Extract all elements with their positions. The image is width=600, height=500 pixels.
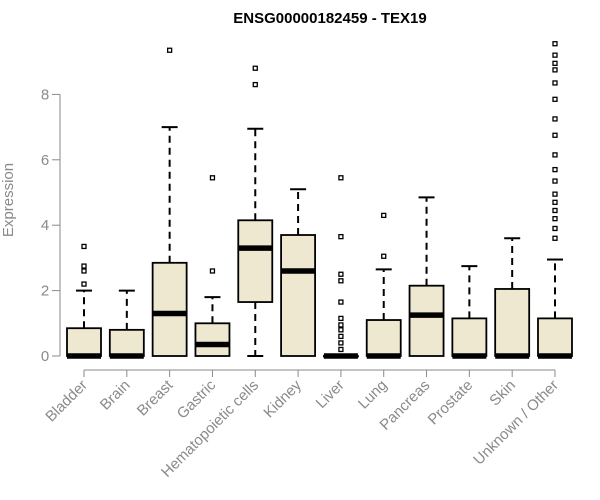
y-axis-label: Expression <box>0 163 17 237</box>
chart-title: ENSG00000182459 - TEX19 <box>233 10 426 27</box>
box-iqr <box>66 327 102 357</box>
box-kidney <box>280 188 316 357</box>
y-tick-label: 0 <box>41 348 49 365</box>
box-iqr <box>537 317 573 357</box>
outlier-point <box>252 65 258 71</box>
box-iqr <box>280 234 316 357</box>
outlier-point <box>552 152 558 158</box>
x-tick-label: Bladder <box>42 377 91 426</box>
outlier-point <box>552 207 558 214</box>
outlier-point <box>166 47 173 53</box>
outlier-point <box>338 299 344 305</box>
box-iqr <box>194 322 231 357</box>
y-axis: 0 2 4 6 8 <box>41 86 61 365</box>
outlier-point <box>338 333 344 340</box>
outlier-point <box>209 268 216 274</box>
outlier-point <box>552 80 558 86</box>
outlier-point <box>338 315 344 322</box>
box-iqr <box>451 317 488 357</box>
x-tick-label: Prostate <box>425 377 477 429</box>
outlier-point <box>81 263 87 269</box>
outlier-point <box>552 52 558 58</box>
outlier-point <box>552 216 558 222</box>
x-tick-label: Kidney <box>260 376 305 421</box>
outlier-point <box>338 271 344 277</box>
outlier-point <box>209 175 216 181</box>
outlier-point <box>552 67 558 73</box>
outlier-point <box>552 178 558 184</box>
outlier-point <box>552 199 558 205</box>
x-tick-label: Skin <box>486 377 519 410</box>
box-iqr <box>365 319 402 357</box>
box-iqr <box>151 261 188 357</box>
box-lung <box>365 212 402 359</box>
box-unknown-other <box>537 41 573 359</box>
outlier-point <box>338 278 344 284</box>
x-axis <box>83 369 556 377</box>
y-tick-label: 2 <box>41 283 49 300</box>
x-tick-label: Breast <box>134 376 177 419</box>
outlier-point <box>338 346 344 353</box>
outlier-point <box>81 243 87 250</box>
box-iqr <box>237 219 274 303</box>
box-brain <box>108 289 145 359</box>
outlier-point <box>552 60 558 66</box>
box-gastric <box>194 175 231 357</box>
outlier-point <box>338 340 344 346</box>
outlier-point <box>338 327 344 333</box>
outlier-point <box>338 322 344 328</box>
box-prostate <box>451 265 488 359</box>
outlier-point <box>552 116 558 122</box>
outlier-point <box>552 166 558 173</box>
box-hematopoietic-cells <box>237 65 274 357</box>
y-tick-label: 4 <box>41 217 49 234</box>
box-bladder <box>66 243 102 359</box>
outlier-point <box>338 233 344 240</box>
outlier-point <box>552 191 558 197</box>
outlier-point <box>81 268 87 274</box>
outlier-point <box>552 235 558 241</box>
outlier-point <box>552 41 558 47</box>
x-tick-label: Brain <box>97 377 134 414</box>
box-breast <box>151 47 188 357</box>
boxes-group <box>66 41 573 359</box>
outlier-point <box>381 212 387 219</box>
outlier-point <box>252 81 258 88</box>
box-pancreas <box>408 196 445 357</box>
box-skin <box>494 237 531 359</box>
x-tick-label: Lung <box>355 377 391 413</box>
outlier-point <box>381 253 387 259</box>
y-tick-label: 8 <box>41 86 49 103</box>
box-iqr <box>494 288 531 357</box>
outlier-point <box>552 225 558 232</box>
box-iqr <box>108 328 145 357</box>
outlier-point <box>552 96 558 102</box>
x-tick-label: Liver <box>313 377 348 412</box>
outlier-point <box>338 175 344 181</box>
box-iqr <box>408 284 445 357</box>
y-tick-label: 6 <box>41 152 49 169</box>
outlier-point <box>552 132 558 138</box>
box-liver <box>323 175 359 359</box>
outlier-point <box>81 281 87 287</box>
